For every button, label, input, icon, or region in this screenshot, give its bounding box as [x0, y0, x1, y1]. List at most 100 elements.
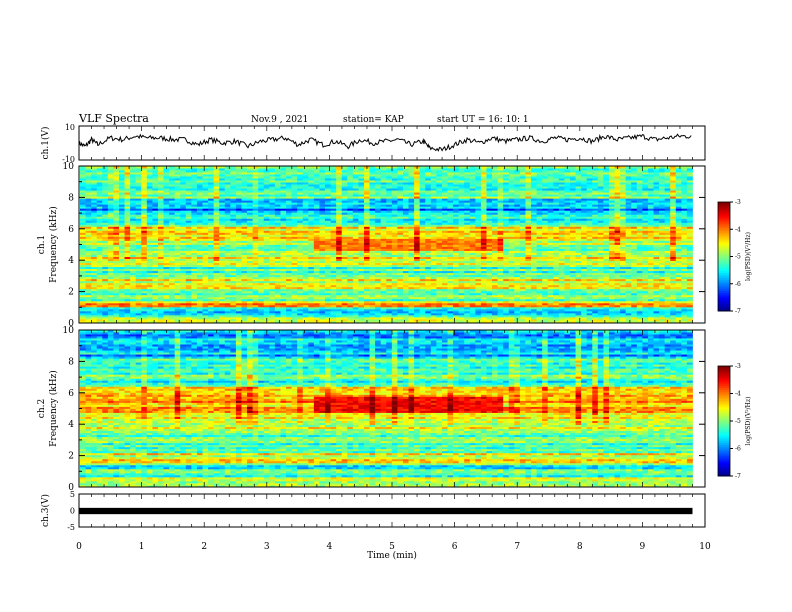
spectrogram-cell	[469, 308, 476, 312]
spectrogram-cell	[219, 300, 226, 304]
spectrogram-cell	[536, 308, 543, 312]
spectrogram-cell	[547, 294, 554, 298]
spectrogram-cell	[330, 316, 337, 320]
spectrogram-cell	[547, 296, 554, 300]
spectrogram-cell	[408, 294, 415, 298]
spectrogram-cell	[163, 300, 170, 304]
spectrogram-cell	[85, 296, 92, 300]
spectrogram-cell	[681, 316, 688, 320]
spectrogram-cell	[553, 316, 560, 320]
spectrogram-cell	[313, 306, 320, 310]
spectrogram-cell	[102, 308, 109, 312]
spectrogram-cell	[113, 308, 120, 312]
spectrogram-cell	[375, 298, 382, 302]
spectrogram-cell	[458, 296, 465, 300]
spectrogram-cell	[330, 292, 337, 296]
spectrogram-cell	[525, 292, 532, 296]
spectrogram-cell	[297, 312, 304, 316]
spectrogram-cell	[169, 298, 176, 302]
spectrogram-cell	[647, 306, 654, 310]
spectrogram-cell	[358, 308, 365, 312]
spectrogram-cell	[280, 316, 287, 320]
spectrogram-cell	[196, 318, 203, 322]
spectrogram-cell	[441, 312, 448, 316]
spectrogram-cell	[91, 304, 98, 308]
spectrogram-cell	[202, 306, 209, 310]
spectrogram-cell	[208, 310, 215, 314]
spectrogram-cell	[213, 308, 220, 312]
spectrogram-cell	[558, 302, 565, 306]
spectrogram-cell	[96, 318, 103, 322]
spectrogram-cell	[492, 294, 498, 298]
spectrogram-cell	[247, 302, 254, 306]
spectrogram-cell	[185, 296, 192, 300]
spectrogram-cell	[659, 292, 666, 296]
spectrogram-cell	[686, 304, 693, 308]
spectrogram-cell	[419, 296, 426, 300]
spectrogram-cell	[124, 296, 131, 300]
spectrogram-cell	[469, 296, 476, 300]
spectrogram-cell	[241, 306, 248, 310]
spectrogram-cell	[336, 310, 343, 314]
spectrogram-cell	[575, 308, 582, 312]
spectrogram-cell	[336, 302, 343, 306]
spectrogram-cell	[414, 314, 421, 318]
spectrogram-cell	[252, 306, 259, 310]
spectrogram-cell	[324, 296, 331, 300]
spectrogram-cell	[508, 298, 515, 302]
spectrogram-cell	[269, 292, 276, 296]
spectrogram-cell	[269, 320, 276, 324]
spectrogram-cell	[564, 312, 571, 316]
spectrogram-cell	[625, 302, 632, 306]
spectrogram-cell	[235, 296, 242, 300]
spectrogram-cell	[286, 320, 292, 324]
spectrogram-cell	[430, 318, 437, 322]
spectrogram-cell	[386, 292, 393, 296]
spectrogram-cell	[408, 318, 415, 322]
spectrogram-cell	[636, 294, 643, 298]
spectrogram-cell	[152, 314, 159, 318]
spectrogram-cell	[135, 304, 142, 308]
spectrogram-cell	[124, 320, 131, 324]
spectrogram-cell	[592, 314, 599, 318]
spectrogram-cell	[620, 292, 627, 296]
spectrogram-cell	[91, 314, 98, 318]
spectrogram-cell	[358, 312, 365, 316]
spectrogram-cell	[402, 316, 409, 320]
spectrogram-cell	[564, 296, 571, 300]
spectrogram-cell	[302, 316, 309, 320]
spectrogram-cell	[80, 302, 86, 306]
spectrogram-cell	[614, 300, 621, 304]
spectrogram-cell	[102, 296, 109, 300]
spectrogram-cell	[107, 320, 114, 324]
spectrogram-cell	[425, 312, 432, 316]
spectrogram-cell	[196, 294, 203, 298]
spectrogram-cell	[597, 318, 604, 322]
spectrogram-cell	[391, 292, 398, 296]
spectrogram-cell	[531, 310, 537, 314]
spectrogram-cell	[224, 296, 231, 300]
spectrogram-cell	[486, 320, 493, 324]
spectrogram-cell	[441, 298, 448, 302]
spectrogram-cell	[213, 306, 220, 310]
spectrogram-cell	[642, 318, 649, 322]
spectrogram-cell	[464, 304, 471, 308]
spectrogram-cell	[241, 304, 248, 308]
ch1-waveform-line	[78, 133, 692, 152]
spectrogram-cell	[291, 312, 298, 316]
spectrogram-cell	[480, 318, 487, 322]
spectrogram-cell	[107, 298, 114, 302]
spectrogram-cell	[586, 296, 593, 300]
spectrogram-cell	[631, 312, 638, 316]
spectrogram-cell	[369, 310, 376, 314]
spectrogram-cell	[269, 302, 276, 306]
spectrogram-cell	[419, 316, 426, 320]
spectrogram-cell	[397, 304, 404, 308]
spectrogram-cell	[341, 310, 348, 314]
spectrogram-cell	[107, 300, 114, 304]
spectrogram-cell	[625, 304, 632, 308]
spectrogram-cell	[135, 320, 142, 324]
spectrogram-cell	[230, 300, 237, 304]
spectrogram-cell	[414, 298, 421, 302]
spectrogram-cell	[547, 320, 554, 324]
